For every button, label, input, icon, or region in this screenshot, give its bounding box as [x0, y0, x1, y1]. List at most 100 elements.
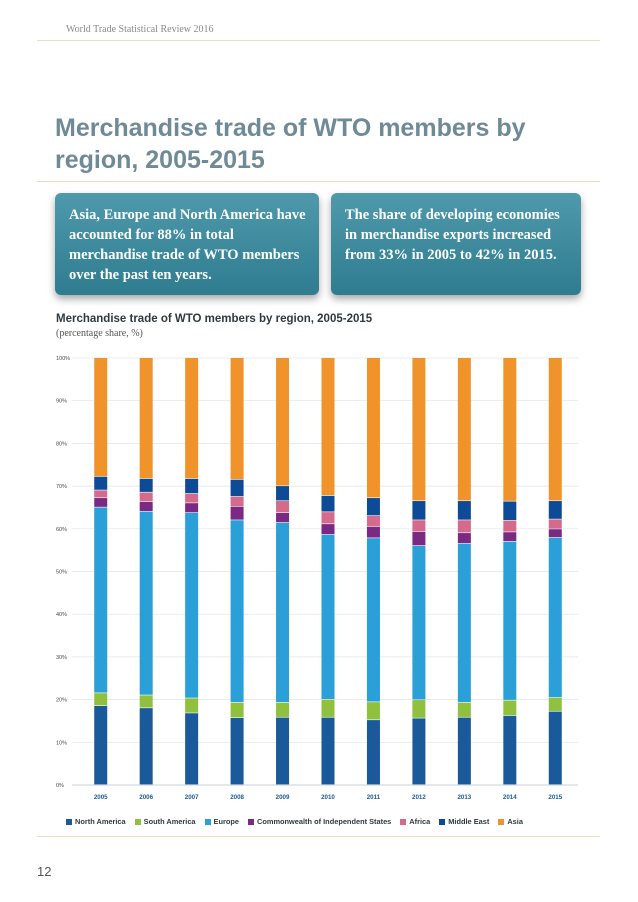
bar-south-america-2008: [230, 702, 244, 718]
bar-europe-2008: [230, 520, 244, 702]
bar-south-america-2015: [548, 697, 562, 711]
bar-asia-2011: [366, 358, 380, 498]
y-tick-label: 100%: [56, 356, 70, 362]
legend-item: Middle East: [439, 817, 489, 826]
y-tick-label: 30%: [56, 655, 67, 661]
legend-label: Middle East: [448, 817, 490, 826]
bar-europe-2012: [412, 545, 426, 700]
legend-item: Commonwealth of Independent States: [248, 817, 391, 826]
y-tick-label: 40%: [56, 612, 67, 618]
legend-item: Europe: [204, 817, 239, 826]
legend-swatch: [134, 818, 141, 825]
legend-label: Commonwealth of Independent States: [257, 817, 392, 826]
bar-middle-east-2012: [412, 501, 426, 520]
bar-commonwealth-of-independent-states-2011: [366, 526, 380, 538]
y-tick-label: 10%: [56, 740, 67, 746]
bar-asia-2014: [503, 358, 517, 501]
bar-commonwealth-of-independent-states-2005: [94, 498, 108, 507]
bar-north-america-2008: [230, 717, 244, 785]
y-tick-label: 60%: [56, 527, 67, 533]
bar-europe-2013: [457, 543, 471, 702]
bar-south-america-2005: [94, 693, 108, 706]
bar-commonwealth-of-independent-states-2015: [548, 529, 562, 538]
legend-label: North America: [75, 817, 126, 826]
bar-north-america-2013: [457, 717, 471, 785]
bar-north-america-2009: [276, 717, 290, 785]
x-tick-label: 2005: [94, 794, 108, 801]
bar-south-america-2010: [321, 699, 335, 717]
bar-europe-2015: [548, 537, 562, 698]
y-tick-label: 50%: [56, 570, 67, 576]
legend-swatch: [204, 818, 211, 825]
bar-north-america-2015: [548, 711, 562, 785]
bar-commonwealth-of-independent-states-2006: [139, 501, 153, 512]
bar-middle-east-2005: [94, 476, 108, 490]
bar-asia-2005: [94, 358, 108, 477]
callout-text: Asia, Europe and North America have acco…: [69, 207, 306, 283]
legend-item: North America: [66, 817, 126, 826]
bar-south-america-2014: [503, 700, 517, 716]
bar-south-america-2009: [276, 702, 290, 717]
bar-south-america-2011: [366, 702, 380, 720]
bar-south-america-2013: [457, 702, 471, 717]
bar-africa-2009: [276, 501, 290, 513]
bar-commonwealth-of-independent-states-2010: [321, 524, 335, 535]
bar-africa-2012: [412, 520, 426, 532]
bar-africa-2007: [185, 493, 199, 503]
legend-swatch: [248, 818, 255, 825]
bar-asia-2015: [548, 358, 562, 501]
x-tick-label: 2009: [276, 794, 290, 801]
x-tick-label: 2008: [230, 794, 244, 801]
bar-north-america-2007: [185, 713, 199, 785]
bar-asia-2008: [230, 358, 244, 480]
bar-north-america-2006: [139, 708, 153, 785]
bar-middle-east-2008: [230, 479, 244, 497]
footer-divider: [37, 836, 600, 837]
y-tick-label: 20%: [56, 698, 67, 704]
bar-asia-2012: [412, 358, 426, 501]
page-title: Merchandise trade of WTO members by regi…: [55, 114, 526, 174]
bar-south-america-2012: [412, 700, 426, 718]
bar-north-america-2011: [366, 720, 380, 785]
x-tick-label: 2010: [321, 794, 335, 801]
bar-europe-2014: [503, 541, 517, 700]
bar-middle-east-2006: [139, 478, 153, 492]
bar-middle-east-2010: [321, 495, 335, 512]
callout-developing-share: The share of developing economies in mer…: [331, 193, 581, 295]
bar-africa-2008: [230, 496, 244, 506]
bar-africa-2014: [503, 520, 517, 532]
bar-africa-2013: [457, 520, 471, 533]
bar-commonwealth-of-independent-states-2009: [276, 513, 290, 523]
legend-item: South America: [134, 817, 196, 826]
legend-label: South America: [143, 817, 196, 826]
bar-europe-2007: [185, 513, 199, 698]
x-tick-label: 2014: [503, 794, 517, 801]
bar-europe-2010: [321, 534, 335, 699]
bar-asia-2010: [321, 358, 335, 496]
bar-north-america-2010: [321, 717, 335, 785]
bar-south-america-2007: [185, 698, 199, 713]
callout-asia-europe: Asia, Europe and North America have acco…: [55, 193, 319, 295]
bar-asia-2013: [457, 358, 471, 501]
running-head: World Trade Statistical Review 2016: [66, 24, 214, 35]
page-number: 12: [37, 864, 52, 879]
header-divider: [37, 40, 600, 41]
bar-africa-2006: [139, 492, 153, 502]
bar-north-america-2012: [412, 718, 426, 785]
bar-middle-east-2013: [457, 501, 471, 520]
y-tick-label: 90%: [56, 399, 67, 405]
legend-label: Africa: [409, 817, 431, 826]
bar-europe-2005: [94, 507, 108, 693]
legend-label: Asia: [507, 817, 523, 826]
chart-title: Merchandise trade of WTO members by regi…: [56, 313, 373, 325]
x-tick-label: 2006: [139, 794, 153, 801]
bar-middle-east-2014: [503, 501, 517, 521]
bar-north-america-2014: [503, 715, 517, 785]
bar-commonwealth-of-independent-states-2008: [230, 506, 244, 520]
bar-middle-east-2009: [276, 486, 290, 501]
bar-africa-2011: [366, 515, 380, 527]
legend-swatch: [498, 818, 505, 825]
title-divider: [37, 181, 600, 182]
legend-swatch: [439, 818, 446, 825]
